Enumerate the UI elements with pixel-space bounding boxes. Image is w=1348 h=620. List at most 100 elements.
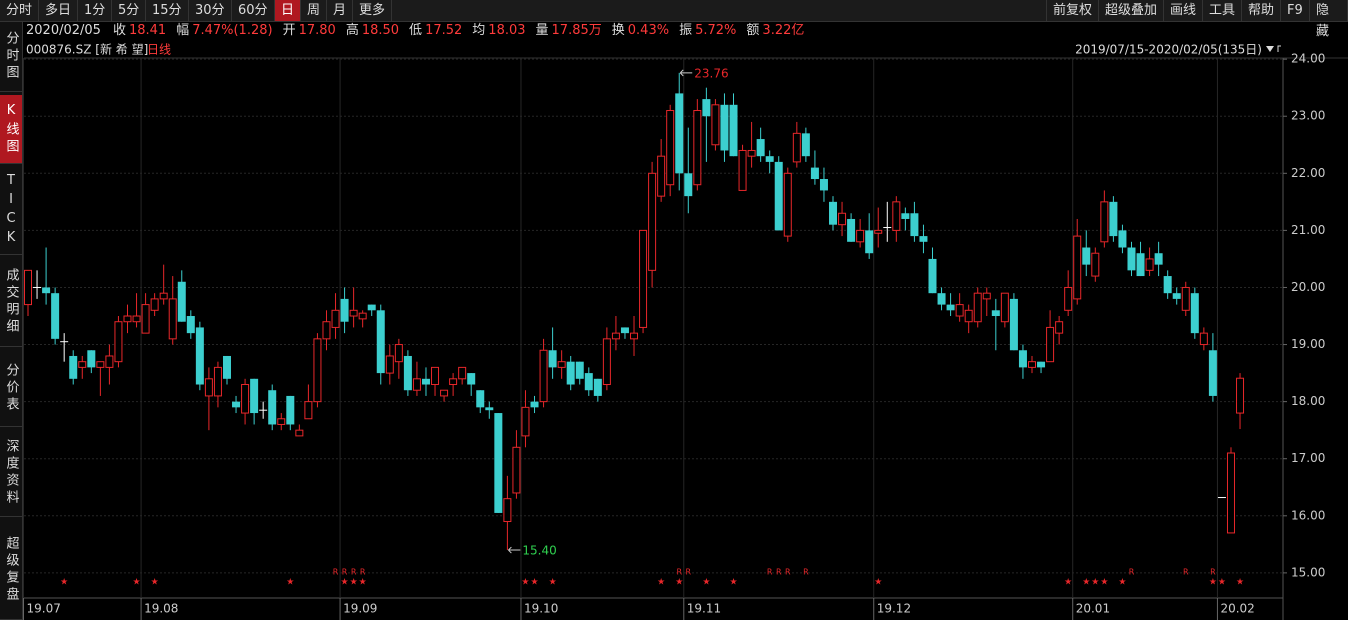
event-marker: R	[803, 568, 809, 577]
candle-body	[51, 293, 60, 339]
sidebar-tab[interactable]: 分价表	[0, 350, 22, 427]
candle-body	[557, 361, 566, 368]
candle-body	[720, 104, 729, 151]
sidebar-tab[interactable]: 深度资料	[0, 430, 22, 517]
range-arrow[interactable]	[1266, 46, 1274, 52]
candle-body	[467, 373, 476, 385]
candle-body	[539, 349, 548, 403]
info-value: 17.85万	[551, 23, 602, 38]
toolbar-tab[interactable]: 分时	[0, 0, 40, 21]
toolbar-tab[interactable]: 日	[275, 0, 302, 21]
event-marker: ★	[359, 578, 367, 588]
annotation-arrow	[679, 69, 693, 77]
candle-body	[204, 378, 213, 397]
candle-body	[177, 281, 186, 322]
x-tick-label: 19.10	[524, 602, 558, 616]
candle-body	[114, 321, 123, 363]
y-tick-label: 22.00	[1291, 166, 1325, 180]
info-value: 17.52	[425, 23, 463, 38]
event-marker: ★	[702, 578, 710, 588]
info-label: 振	[679, 23, 693, 38]
candle-body	[313, 338, 322, 403]
event-marker: ★	[1082, 578, 1090, 588]
x-tick-label: 20.02	[1220, 602, 1254, 616]
candle-body	[195, 327, 204, 385]
candle-body	[874, 229, 883, 234]
candle-body	[1091, 252, 1100, 277]
candle-body	[222, 355, 231, 379]
y-tick-label: 19.00	[1291, 337, 1325, 351]
toolbar-button[interactable]: 前复权	[1046, 0, 1100, 21]
toolbar-tab[interactable]: 周	[301, 0, 328, 21]
candle-body	[241, 384, 250, 414]
sidebar-tab[interactable]: 分时图	[0, 22, 22, 92]
event-marker: ★	[350, 578, 358, 588]
y-tick-label: 15.00	[1291, 565, 1325, 579]
event-marker: ★	[133, 578, 141, 588]
candle-body	[403, 355, 412, 391]
toolbar-tab[interactable]: 1分	[78, 0, 113, 21]
candle-body	[910, 213, 919, 237]
info-bar: 2020/02/05 收 18.41 幅 7.47%(1.28) 开 17.80 高 18.50…	[26, 22, 814, 40]
candle-body	[783, 172, 792, 237]
candle-body	[666, 110, 675, 186]
toolbar-tab[interactable]: 30分	[189, 0, 232, 21]
candle-body	[620, 327, 629, 334]
candle-body	[1082, 247, 1091, 265]
event-marker: ★	[1064, 578, 1072, 588]
candle-body	[639, 229, 648, 328]
candle-body	[268, 390, 277, 425]
candle-body	[865, 230, 874, 254]
toolbar-tab[interactable]: 多日	[39, 0, 79, 21]
candle-body	[458, 366, 467, 380]
x-tick-label: 20.01	[1076, 602, 1110, 616]
candle-body	[331, 309, 340, 328]
candle-body	[946, 304, 955, 311]
candle-body	[376, 310, 385, 374]
toolbar-tab[interactable]: 5分	[112, 0, 147, 21]
toolbar-tab[interactable]: 月	[327, 0, 354, 21]
candle-body	[141, 304, 150, 334]
event-marker: R	[342, 568, 348, 577]
event-marker: ★	[521, 578, 529, 588]
annotation-label: 15.40	[522, 544, 556, 558]
candle-body	[955, 304, 964, 317]
candle-body	[1145, 258, 1154, 271]
candle-body	[892, 201, 901, 231]
candle-body	[476, 390, 485, 408]
sidebar-tab[interactable]: TICK	[0, 167, 22, 255]
candle-body	[1073, 235, 1082, 300]
y-tick-label: 17.00	[1291, 451, 1325, 465]
candle-body	[657, 155, 666, 197]
candle-body	[729, 104, 738, 157]
candle-body	[485, 407, 494, 411]
date: 2020/02/05	[26, 23, 101, 38]
toolbar-tab[interactable]: 更多	[353, 0, 393, 21]
range-icon[interactable]	[1277, 45, 1281, 52]
x-tick-label: 19.12	[877, 602, 911, 616]
toolbar-tab[interactable]: 15分	[146, 0, 189, 21]
event-marker: ★	[530, 578, 538, 588]
info-label: 收	[112, 23, 126, 38]
y-tick-label: 24.00	[1291, 52, 1325, 66]
sidebar-tab[interactable]: K线图	[0, 95, 22, 164]
candle-body	[1037, 361, 1046, 368]
candle-body	[1064, 286, 1073, 311]
candle-body	[919, 236, 928, 242]
stock-code: 000876.SZ [新 希 望]	[26, 42, 148, 57]
candle-body	[60, 341, 69, 343]
candle-body	[503, 498, 512, 523]
candle-body	[711, 104, 720, 146]
candle-body	[132, 315, 141, 323]
event-marker: ★	[675, 578, 683, 588]
candle-body	[431, 366, 440, 386]
candle-body	[521, 406, 530, 437]
candle-body	[856, 229, 865, 243]
event-marker: ★	[60, 578, 68, 588]
candle-body	[747, 149, 756, 157]
info-value: 3.22亿	[762, 23, 805, 38]
toolbar-tab[interactable]: 60分	[232, 0, 275, 21]
candle-body	[1190, 293, 1199, 334]
x-tick-label: 19.11	[687, 602, 721, 616]
sidebar-tab[interactable]: 成交明细	[0, 258, 22, 347]
